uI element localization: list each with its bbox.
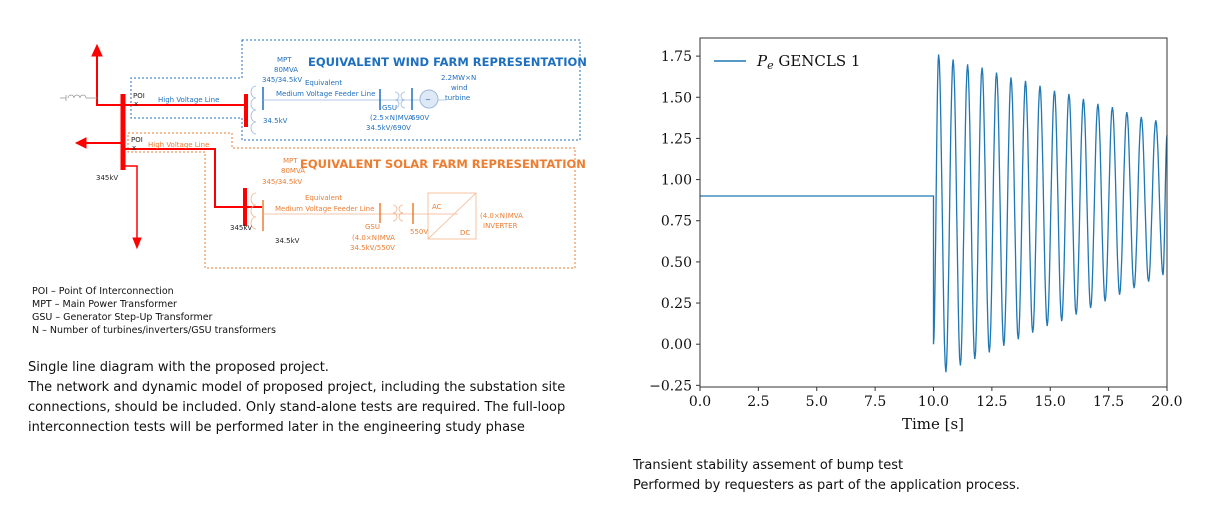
caption-line: interconnection tests will be performed …	[28, 420, 525, 435]
generator-symbol: ~	[425, 96, 431, 104]
caption-line: Transient stability assement of bump tes…	[633, 458, 904, 473]
wind-mpt-rating: 80MVA	[274, 66, 298, 74]
transformer-coil-icon	[250, 85, 257, 135]
solar-mpt-label: MPT	[283, 157, 298, 165]
poi-x-mark: x	[132, 144, 136, 152]
solar-gsu-rating: (4.0×N)MVA	[352, 234, 395, 242]
caption-line: Performed by requesters as part of the a…	[633, 478, 1020, 493]
x-axis-label: Time [s]	[902, 415, 964, 433]
solar-lv-bus-label: 550V	[410, 228, 428, 236]
wind-farm-title: EQUIVALENT WIND FARM REPRESENTATION	[308, 55, 587, 69]
x-tick-label: 17.5	[1093, 394, 1124, 410]
turbine-label: wind	[451, 84, 468, 92]
y-tick-label: 0.75	[661, 214, 692, 230]
solar-mpt-rating: 80MVA	[281, 167, 305, 175]
gsu-transformer-coil-icon	[392, 204, 404, 222]
poi-label-wind: POI	[133, 92, 145, 100]
wind-gsu-rating: (2.5×N)MVA	[370, 114, 413, 122]
y-tick-label: 1.00	[661, 173, 692, 189]
x-tick-label: 12.5	[976, 394, 1007, 410]
inverter-rating: (4.0×N)MVA	[480, 212, 523, 220]
inverter-icon	[427, 192, 477, 240]
x-tick-label: 0.0	[689, 394, 711, 410]
abbreviation-poi: POI – Point Of Interconnection	[32, 286, 174, 297]
arrow-left-icon	[74, 137, 87, 149]
poi-label-solar: POI	[131, 136, 143, 144]
hv-line-label-solar: High Voltage Line	[148, 141, 209, 149]
wind-feeder-label: Medium Voltage Feeder Line	[276, 90, 375, 98]
transformer-coil-icon	[250, 192, 257, 230]
solar-mv-bus-label: 34.5kV	[275, 237, 300, 245]
wind-gsu-voltage: 34.5kV/690V	[366, 124, 411, 132]
solar-farm: EQUIVALENT SOLAR FARM REPRESENTATION MPT…	[230, 157, 586, 252]
y-tick-label: 0.25	[661, 296, 692, 312]
solar-mpt-voltage: 345/34.5kV	[262, 178, 302, 186]
turbine-label: turbine	[445, 94, 470, 102]
plot-frame	[699, 37, 1168, 388]
series-line-pe-gencls-1	[700, 54, 1168, 373]
arrow-down-icon	[132, 237, 142, 250]
grid-network	[74, 43, 262, 250]
caption-line: connections, should be included. Only st…	[28, 400, 566, 415]
gsu-transformer-coil-icon	[394, 91, 406, 109]
y-tick-label: −0.25	[649, 378, 692, 394]
solar-farm-title: EQUIVALENT SOLAR FARM REPRESENTATION	[300, 157, 586, 171]
solar-feeder-label: Medium Voltage Feeder Line	[275, 205, 374, 213]
wind-gsu-label: GSU	[382, 104, 397, 112]
legend-label: Pe GENCLS 1	[756, 52, 860, 72]
diagram-caption: Single line diagram with the proposed pr…	[28, 358, 565, 438]
legend: Pe GENCLS 1	[714, 52, 860, 72]
abbreviation-mpt: MPT – Main Power Transformer	[32, 299, 177, 310]
y-tick-label: 1.50	[661, 90, 692, 106]
solar-feeder-label: Equivalent	[305, 194, 342, 202]
wind-farm: EQUIVALENT WIND FARM REPRESENTATION MPT …	[250, 55, 587, 135]
x-tick-label: 10.0	[918, 394, 949, 410]
y-tick-label: 0.50	[661, 255, 692, 271]
solar-hv-bus-label: 345kV	[230, 224, 252, 232]
bus-345kv-label: 345kV	[96, 174, 118, 182]
hv-line-label-wind: High Voltage Line	[158, 96, 219, 104]
abbreviation-n: N – Number of turbines/inverters/GSU tra…	[32, 325, 276, 336]
external-grid-inductor-icon	[60, 94, 97, 101]
inverter-dc-label: DC	[460, 229, 470, 237]
x-tick-label: 7.5	[864, 394, 886, 410]
wind-farm-boundary	[130, 39, 581, 141]
wind-mv-bus-label: 34.5kV	[263, 117, 288, 125]
caption-line: Single line diagram with the proposed pr…	[28, 360, 329, 375]
poi-x-mark: x	[134, 100, 138, 108]
y-tick-label: 0.00	[661, 337, 692, 353]
wind-mpt-label: MPT	[277, 56, 292, 64]
wind-generator-icon	[419, 89, 439, 109]
x-tick-label: 5.0	[806, 394, 828, 410]
x-tick-label: 2.5	[747, 394, 769, 410]
caption-line: The network and dynamic model of propose…	[28, 380, 566, 395]
solar-gsu-voltage: 34.5kV/550V	[350, 244, 395, 252]
abbreviation-gsu: GSU – Generator Step-Up Transformer	[32, 312, 213, 323]
x-tick-label: 20.0	[1151, 394, 1182, 410]
solar-gsu-label: GSU	[365, 223, 380, 231]
wind-lv-bus-label: 690V	[411, 114, 429, 122]
single-line-diagram: POI x High Voltage Line POI x High Volta…	[60, 39, 587, 269]
y-tick-label: 1.25	[661, 131, 692, 147]
inverter-label: INVERTER	[483, 222, 518, 230]
arrow-up-icon	[91, 43, 103, 57]
y-tick-label: 1.75	[661, 49, 692, 65]
wind-mpt-voltage: 345/34.5kV	[262, 76, 302, 84]
solar-farm-boundary	[127, 132, 576, 269]
x-tick-label: 15.0	[1035, 394, 1066, 410]
inverter-ac-label: AC	[432, 203, 442, 211]
wind-feeder-label: Equivalent	[305, 79, 342, 87]
chart-caption: Transient stability assement of bump tes…	[633, 456, 1020, 496]
turbine-rating: 2.2MW×N	[441, 74, 476, 82]
